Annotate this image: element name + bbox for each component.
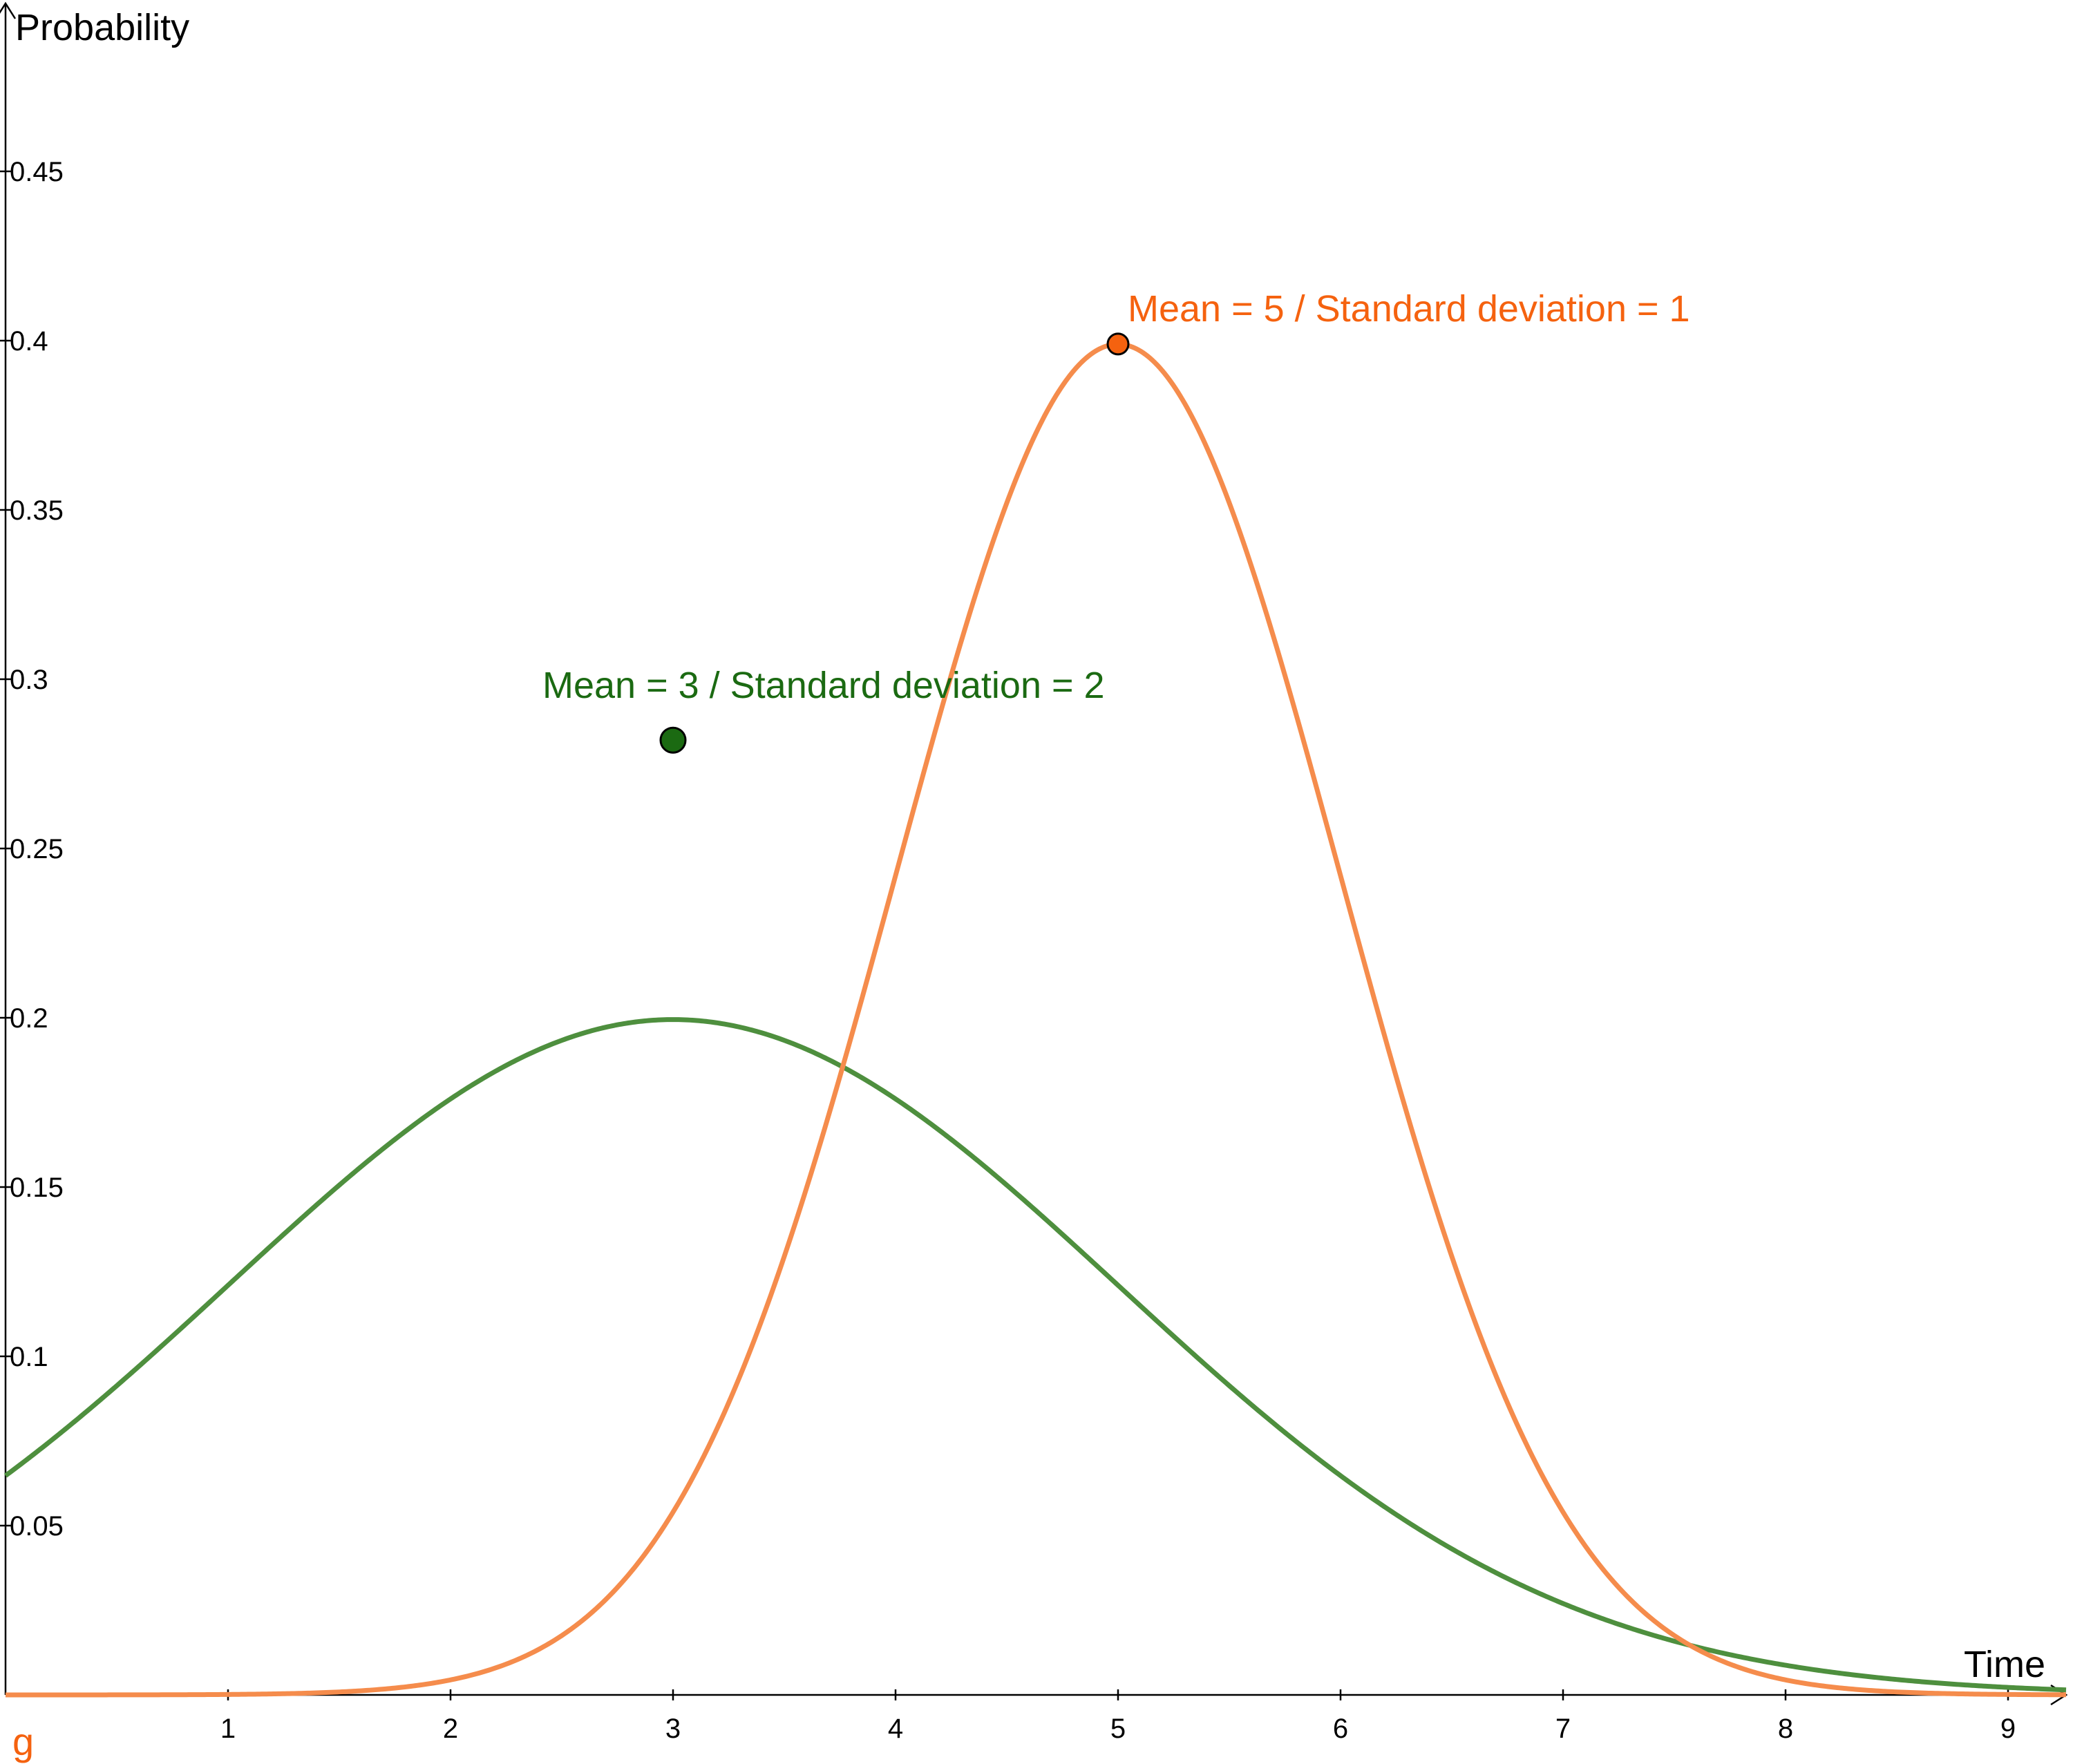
orange-curve-label: Mean = 5 / Standard deviation = 1	[1128, 288, 1690, 330]
x-tick-label: 1	[220, 1714, 236, 1744]
axes	[0, 1, 2068, 1706]
x-tick-label: 2	[443, 1714, 458, 1744]
curve-group	[3, 341, 2067, 1698]
y-tick-label: 0.05	[10, 1511, 64, 1542]
x-tick-label: 6	[1333, 1714, 1348, 1744]
green-curve-label: Mean = 3 / Standard deviation = 2	[542, 665, 1105, 706]
x-axis-title: Time	[1964, 1644, 2045, 1685]
orange-curve	[5, 341, 2067, 1698]
y-tick-label: 0.25	[10, 834, 64, 864]
x-tick-label: 5	[1110, 1714, 1126, 1744]
x-tick-label: 4	[888, 1714, 903, 1744]
green-curve	[3, 1017, 2067, 1693]
function-label: g	[12, 1720, 34, 1763]
x-tick-label: 8	[1778, 1714, 1793, 1744]
x-tick-group: 1 2 3 4 5 6 7 8 9	[220, 1689, 2016, 1744]
green-peak-point[interactable]	[659, 726, 687, 754]
y-tick-label: 0.2	[10, 1003, 48, 1034]
y-tick-label: 0.3	[10, 665, 48, 695]
y-tick-label: 0.1	[10, 1342, 48, 1372]
orange-peak-point[interactable]	[1106, 332, 1130, 356]
x-tick-label: 3	[665, 1714, 681, 1744]
y-axis-arrow	[0, 1, 17, 19]
y-axis-title: Probability	[15, 7, 189, 48]
y-tick-label: 0.15	[10, 1173, 64, 1203]
y-tick-label: 0.35	[10, 495, 64, 526]
y-tick-group: 0.05 0.1 0.15 0.2 0.25 0.3 0.35 0.4 0.45	[0, 157, 64, 1542]
x-tick-label: 9	[2000, 1714, 2016, 1744]
x-tick-label: 7	[1555, 1714, 1571, 1744]
y-tick-label: 0.45	[10, 157, 64, 187]
y-tick-label: 0.4	[10, 326, 48, 357]
peak-point-group	[659, 332, 1130, 754]
